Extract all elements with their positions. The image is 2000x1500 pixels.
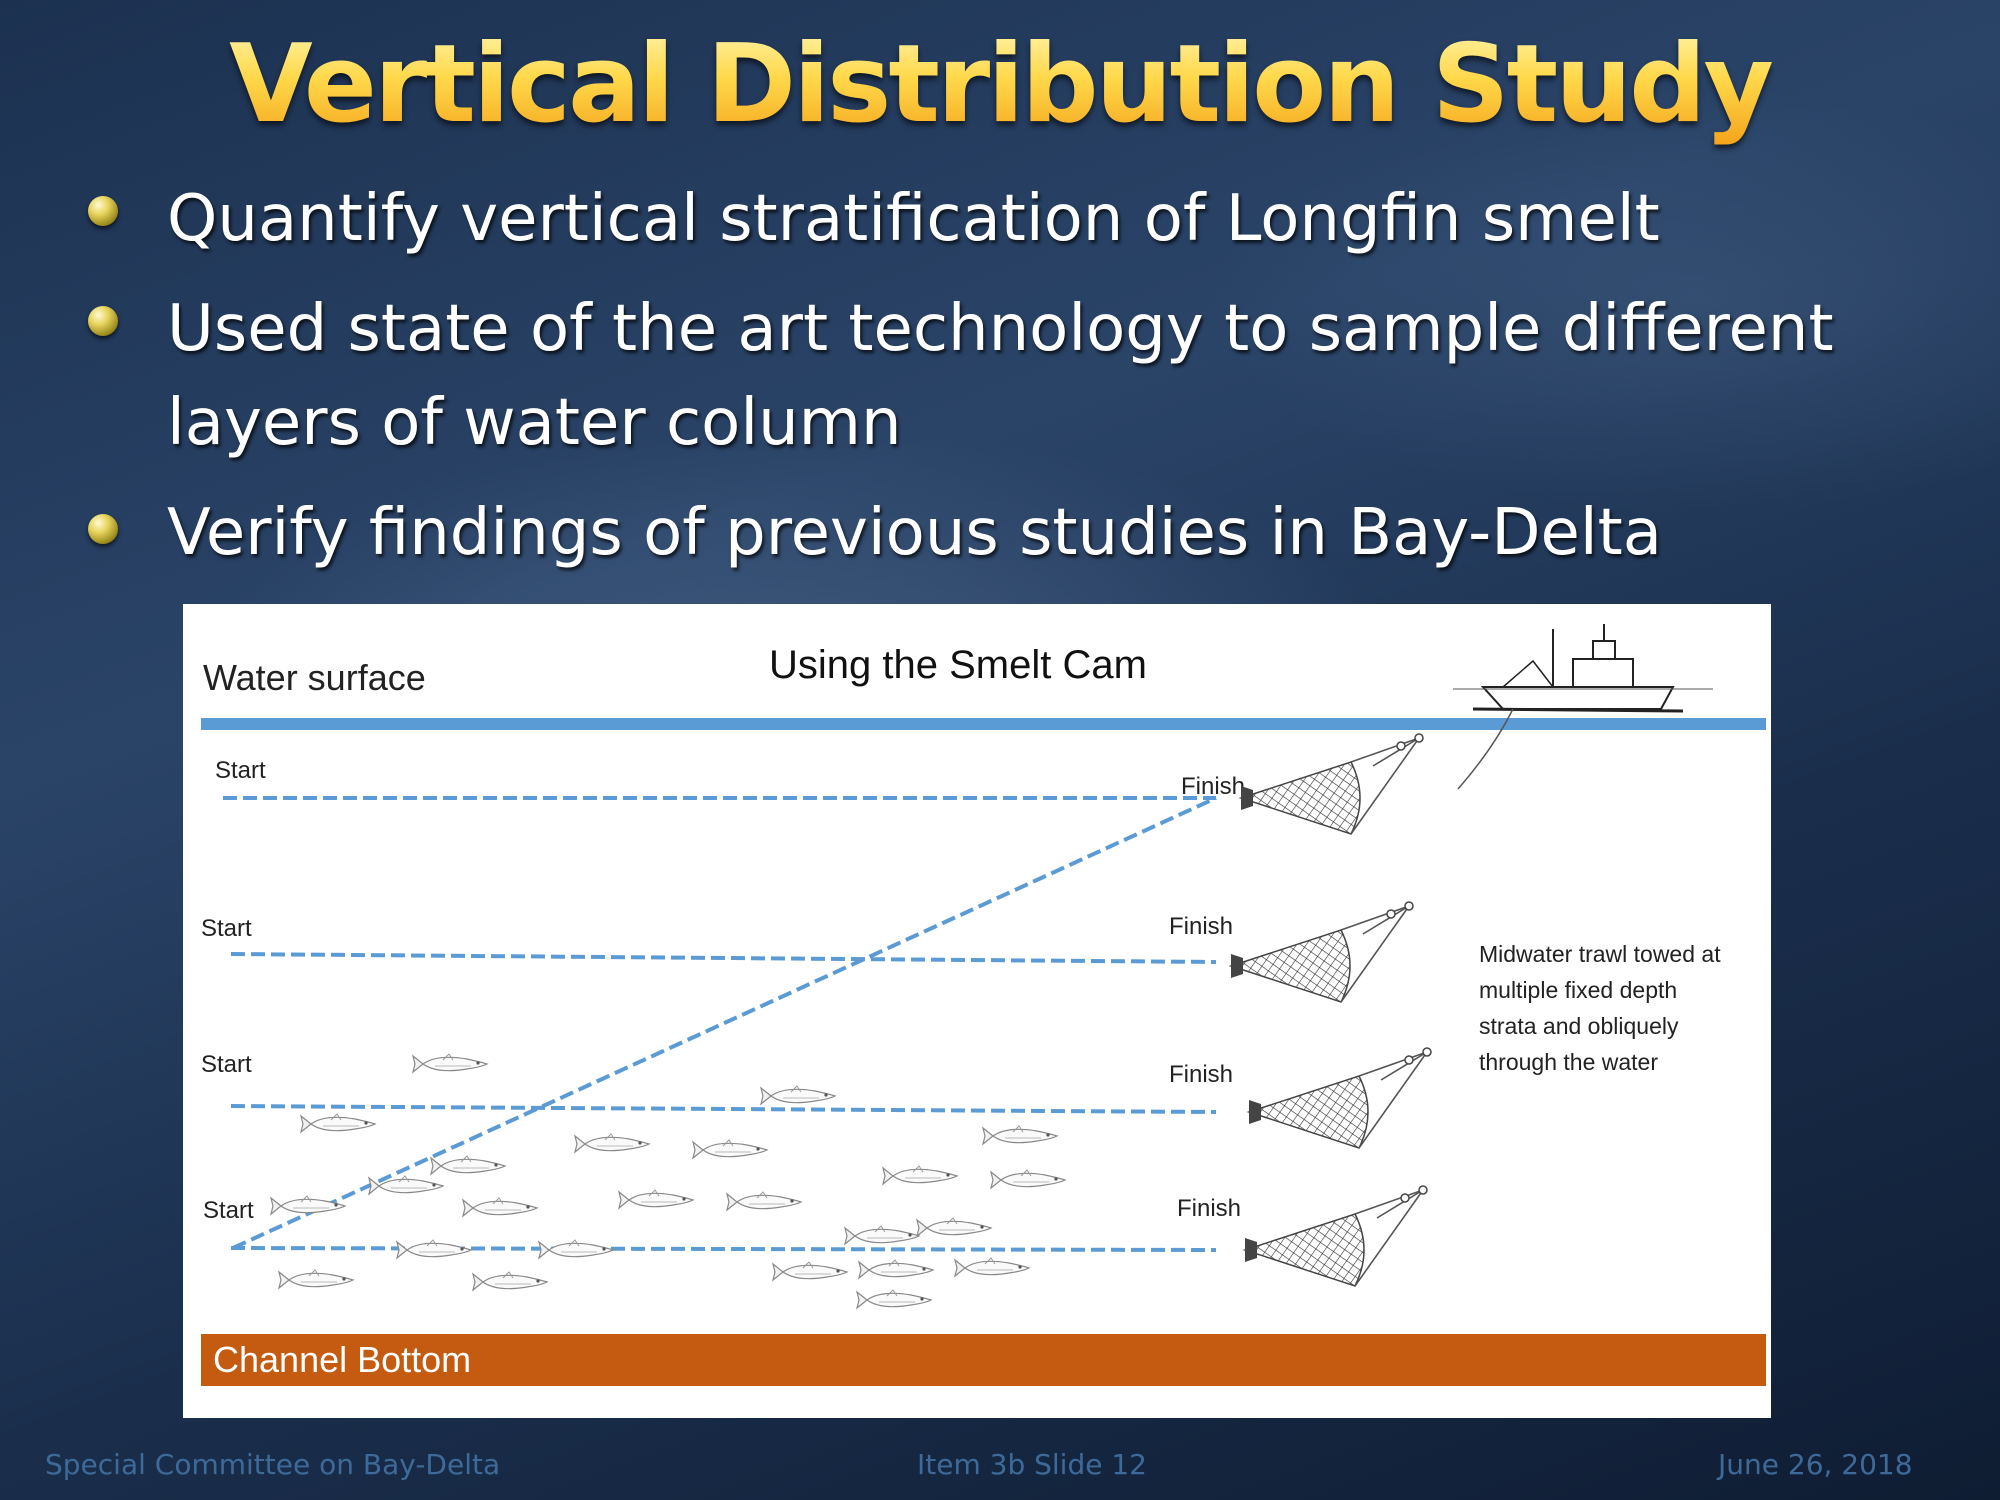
ship-icon — [1453, 624, 1713, 790]
fish-icon — [618, 1189, 694, 1209]
footer-right: June 26, 2018 — [1718, 1448, 1913, 1481]
fish-icon — [982, 1125, 1058, 1145]
diagram-title: Using the Smelt Cam — [769, 643, 1147, 687]
fish-icon — [300, 1113, 376, 1133]
tow-line-stratum-4 — [230, 1246, 1217, 1252]
tow-line-stratum-3 — [230, 1104, 1217, 1114]
fish-icon — [538, 1239, 614, 1259]
footer-center: Item 3b Slide 12 — [917, 1448, 1147, 1481]
bullet-text: Verify findings of previous studies in B… — [167, 496, 1662, 570]
fish-icon — [882, 1165, 958, 1185]
finish-label: Finish — [1181, 773, 1245, 800]
footer-left: Special Committee on Bay-Delta — [45, 1448, 501, 1481]
fish-icon — [574, 1133, 650, 1153]
bullet-text: Used state of the art technology to samp… — [167, 292, 1834, 460]
start-label: Start — [201, 915, 252, 942]
fish-icon — [278, 1269, 354, 1289]
fish-icon — [844, 1225, 920, 1245]
diagram-canvas: Water surface Using the Smelt Cam Start … — [201, 624, 1766, 1386]
trawl-net-icon — [1230, 901, 1414, 1003]
trawl-net-icon — [1244, 1185, 1428, 1287]
fish-icon — [692, 1139, 768, 1159]
fish-icon — [856, 1289, 932, 1309]
start-label: Start — [203, 1197, 254, 1224]
channel-bottom-label: Channel Bottom — [213, 1339, 471, 1380]
fish-icon — [916, 1217, 992, 1237]
fish-icon — [760, 1085, 836, 1105]
water-surface-label: Water surface — [203, 657, 426, 698]
fish-icon — [990, 1169, 1066, 1189]
trawl-note: Midwater trawl towed at multiple fixed d… — [1479, 941, 1721, 1086]
tow-line-stratum-2 — [230, 952, 1217, 964]
finish-label: Finish — [1177, 1195, 1241, 1222]
bullet-dot-icon — [88, 306, 118, 336]
fish-icon — [462, 1197, 538, 1217]
trawl-net-icon — [1240, 733, 1424, 835]
finish-label: Finish — [1169, 1061, 1233, 1088]
channel-bottom-bar — [201, 1334, 1766, 1386]
trawl-net-icon — [1248, 1047, 1432, 1149]
tow-lines — [223, 796, 1217, 1252]
fish-icon — [430, 1155, 506, 1175]
trawl-note-container: Midwater trawl towed at multiple fixed d… — [1479, 941, 1721, 1086]
fish-icon — [270, 1195, 346, 1215]
fish-icon — [396, 1239, 472, 1259]
fish-icon — [472, 1271, 548, 1291]
fish-icon — [726, 1191, 802, 1211]
start-label: Start — [201, 1051, 252, 1078]
fish-icon — [412, 1053, 488, 1073]
finish-label: Finish — [1169, 913, 1233, 940]
slide-title: Vertical Distribution Study — [0, 22, 2000, 147]
bullet-text: Quantify vertical stratification of Long… — [167, 182, 1660, 256]
fish-icon — [772, 1261, 848, 1281]
smelt-fish-group — [270, 1053, 1066, 1309]
fish-icon — [858, 1259, 934, 1279]
bullet-dot-icon — [88, 514, 118, 544]
smelt-cam-diagram: Water surface Using the Smelt Cam Start … — [183, 604, 1771, 1418]
water-surface-line — [201, 718, 1766, 730]
start-label: Start — [215, 757, 266, 784]
fish-icon — [954, 1257, 1030, 1277]
oblique-tow-line — [232, 796, 1217, 1250]
bullet-dot-icon — [88, 196, 118, 226]
